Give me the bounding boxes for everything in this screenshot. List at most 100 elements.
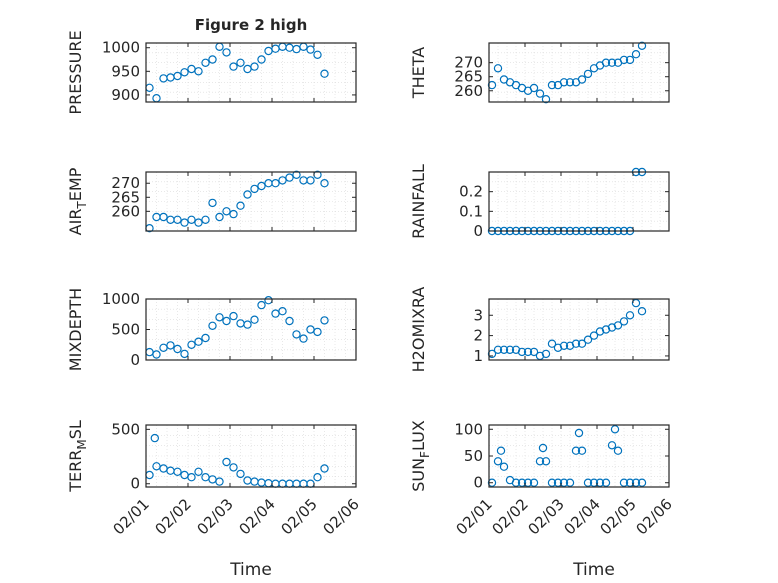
data-point (299, 334, 308, 343)
data-point (320, 178, 329, 188)
data-point (529, 83, 539, 93)
data-point (194, 67, 203, 76)
data-point (607, 58, 617, 67)
data-point (553, 478, 563, 487)
y-tick-label: 0.1 (459, 202, 483, 220)
data-point (619, 478, 629, 487)
data-point (194, 337, 203, 346)
y-tick-label: 1 (473, 347, 483, 365)
data-point (229, 311, 238, 321)
data-point (257, 181, 266, 191)
y-tick-label: 1000 (102, 290, 140, 308)
data-point (236, 58, 245, 68)
data-point (215, 477, 224, 486)
y-axis-label: THETA (409, 47, 428, 99)
data-point (637, 478, 647, 487)
y-axis-label: MIXDEPTH (66, 288, 85, 371)
data-point (496, 446, 506, 455)
data-point (201, 333, 210, 343)
data-point (625, 311, 635, 320)
y-axis-label: AIRTEMP (66, 167, 89, 235)
data-point (637, 307, 647, 316)
data-point (631, 478, 641, 487)
y-axis-label: TERRMSL (66, 420, 89, 493)
data-point (159, 212, 168, 222)
data-point (257, 55, 266, 64)
data-point (194, 218, 203, 227)
data-point (306, 45, 315, 54)
data-point (529, 478, 539, 487)
data-point (583, 69, 593, 79)
data-point (541, 94, 551, 104)
y-tick-label: 2 (473, 327, 483, 345)
data-point (583, 335, 593, 344)
data-point (194, 467, 203, 476)
data-point (499, 462, 509, 471)
data-point (577, 75, 587, 84)
data-point (173, 215, 182, 224)
data-point (487, 349, 497, 359)
data-point (637, 41, 647, 51)
axes-box (145, 42, 357, 103)
data-point (613, 321, 623, 330)
y-tick-label: 500 (111, 321, 140, 339)
data-point (285, 316, 294, 326)
data-point (577, 446, 587, 455)
data-point (257, 300, 266, 310)
data-point (292, 330, 301, 339)
data-point (577, 339, 587, 348)
data-point (320, 316, 329, 325)
data-point (250, 315, 259, 324)
data-point (173, 71, 182, 81)
xlabel-right: Time (572, 560, 615, 580)
data-point (243, 320, 252, 329)
y-tick-label: 270 (111, 174, 140, 192)
data-point (208, 321, 217, 330)
y-tick-label: 3 (473, 306, 483, 324)
data-point (208, 198, 217, 208)
data-point (547, 339, 557, 348)
data-point (173, 344, 182, 354)
data-point (180, 68, 189, 77)
data-point (547, 478, 557, 487)
y-axis-label: PRESSURE (66, 30, 85, 114)
data-point (541, 457, 551, 466)
data-point (236, 469, 245, 479)
data-point (215, 313, 224, 322)
y-tick-label: 260 (111, 202, 140, 220)
data-point (271, 178, 280, 188)
data-point (625, 55, 635, 65)
data-point (571, 446, 581, 455)
y-axis-label: H2OMIXRA (409, 287, 428, 373)
data-point (493, 64, 503, 73)
data-point (487, 478, 497, 487)
y-tick-label: 265 (111, 188, 140, 206)
subplot-pressure: 900 950 1000 PRESSURE (66, 30, 357, 115)
y-tick-label: 100 (454, 420, 483, 438)
y-tick-label: 270 (454, 54, 483, 72)
data-point (313, 327, 322, 337)
y-tick-label: 1000 (102, 39, 140, 57)
y-axis-label: RAINFALL (409, 164, 428, 239)
data-point (619, 317, 629, 326)
data-point (278, 307, 287, 316)
data-point (320, 464, 329, 473)
data-point (222, 207, 231, 216)
xlabel-left: Time (229, 560, 272, 580)
data-point (625, 478, 635, 487)
data-point (553, 343, 563, 352)
data-point (201, 215, 210, 224)
data-point (538, 443, 548, 453)
data-point (541, 349, 551, 359)
data-point (517, 347, 527, 357)
data-point (250, 184, 259, 194)
data-point (619, 55, 629, 65)
data-point (559, 341, 569, 350)
data-point (173, 467, 182, 476)
data-point (565, 78, 575, 87)
data-point (535, 457, 545, 466)
data-point (607, 441, 617, 450)
y-tick-label: 0.2 (459, 183, 483, 201)
